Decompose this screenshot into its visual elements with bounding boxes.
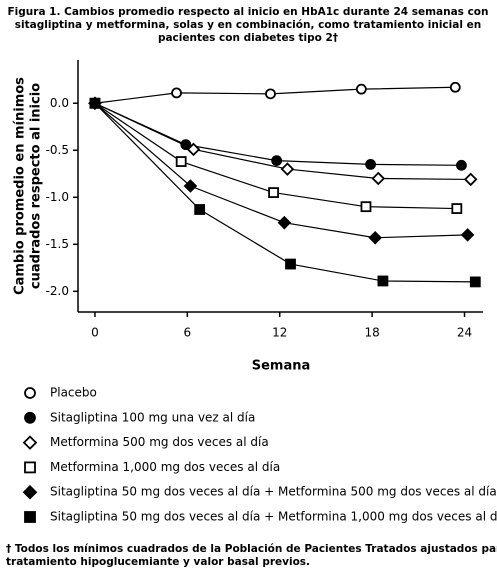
footnote: † Todos los mínimos cuadrados de la Pobl… (6, 543, 497, 555)
marker (463, 172, 478, 187)
marker (368, 230, 382, 245)
x-tick-label: 6 (184, 326, 192, 340)
marker (460, 228, 475, 242)
marker (268, 187, 279, 198)
marker (186, 142, 201, 157)
legend-label: Placebo (50, 386, 97, 400)
x-tick-label: 24 (457, 326, 472, 340)
marker (194, 204, 206, 215)
y-axis-label: cuadrados respecto al inicio (29, 83, 44, 289)
marker (377, 275, 389, 287)
legend-label: Sitagliptina 50 mg dos veces al día + Me… (50, 510, 497, 524)
marker (285, 258, 296, 270)
marker (24, 461, 36, 474)
marker (171, 87, 182, 99)
y-tick-label: -1.5 (46, 237, 69, 251)
y-axis-label: Cambio promedio en mínimos (13, 77, 28, 295)
x-tick-label: 0 (91, 326, 99, 340)
legend-label: Metformina 500 mg dos veces al día (50, 435, 269, 449)
marker (22, 435, 38, 450)
marker (355, 83, 367, 95)
x-tick-label: 18 (364, 326, 379, 340)
legend-label: Sitagliptina 50 mg dos veces al día + Me… (50, 485, 497, 499)
marker (280, 162, 295, 176)
marker (175, 156, 187, 167)
legend-label: Metformina 1,000 mg dos veces al día (50, 460, 280, 474)
x-axis-label: Semana (252, 359, 311, 374)
marker (89, 97, 101, 109)
y-tick-label: -0.5 (46, 143, 69, 157)
marker (183, 179, 198, 193)
series-line (94, 102, 468, 239)
chart-title: Figura 1. Cambios promedio respecto al i… (8, 6, 489, 18)
y-tick-label: 0.0 (50, 96, 69, 110)
chart-title: sitagliptina y metformina, solas y en co… (15, 19, 481, 31)
y-tick-label: -1.0 (46, 190, 69, 204)
marker (265, 88, 276, 100)
marker (365, 158, 376, 170)
marker (469, 276, 481, 288)
marker (451, 203, 463, 214)
marker (271, 155, 283, 167)
marker (449, 81, 461, 93)
marker (24, 411, 36, 424)
marker (456, 159, 467, 171)
legend-label: Sitagliptina 100 mg una vez al día (50, 410, 255, 424)
x-tick-label: 12 (272, 326, 287, 340)
chart-title: pacientes con diabetes tipo 2† (158, 32, 338, 44)
marker (371, 171, 386, 186)
marker (277, 215, 292, 230)
marker (22, 484, 38, 500)
y-tick-label: -2.0 (46, 284, 69, 298)
footnote: tratamiento hipoglucemiante y valor basa… (6, 556, 310, 568)
marker (360, 201, 372, 213)
marker (24, 387, 36, 399)
marker (24, 511, 36, 523)
